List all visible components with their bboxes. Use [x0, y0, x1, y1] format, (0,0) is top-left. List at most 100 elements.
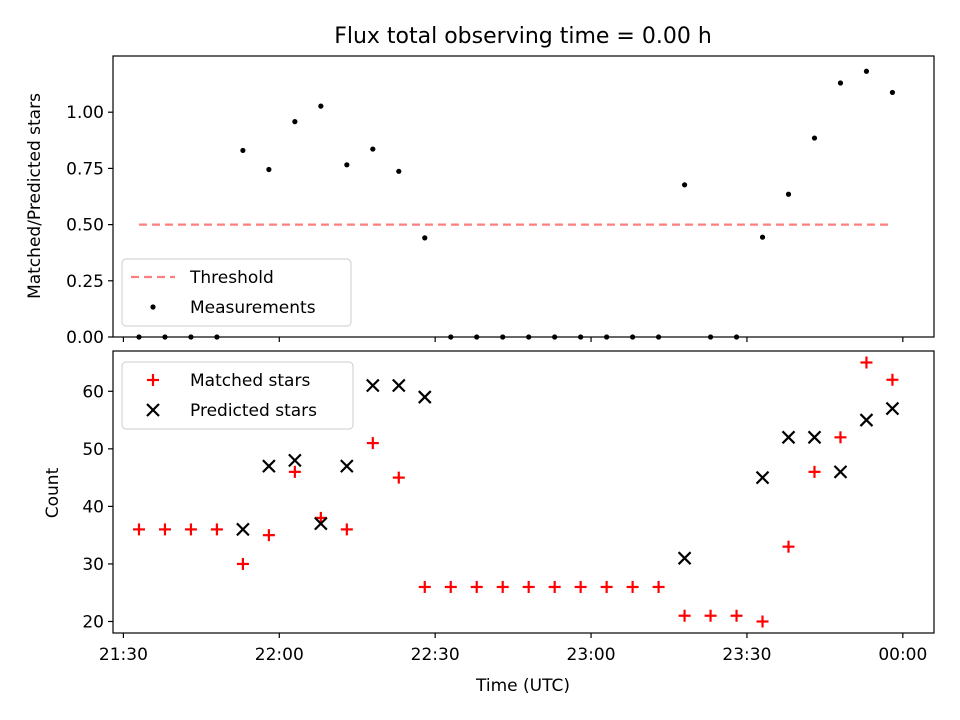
count-y-tick-label: 60 [82, 382, 104, 402]
matched-star-point [886, 373, 899, 386]
matched-star-point [288, 465, 301, 478]
matched-star-point [470, 580, 483, 593]
chart-title: Flux total observing time = 0.00 h [334, 24, 712, 49]
ratio-panel: 0.00 0.25 0.50 0.75 1.00 Matched/Predicted s… [25, 55, 935, 348]
x-axis-label: Time (UTC) [475, 676, 570, 696]
matched-star-point [600, 580, 613, 593]
x-tick-label: 21:30 [99, 645, 148, 665]
matched-star-point [210, 523, 223, 536]
matched-star-point [132, 523, 145, 536]
predicted-star-point [262, 459, 276, 473]
ratio-legend: Threshold Measurements [121, 258, 352, 327]
legend-predicted-label: Predicted stars [190, 401, 317, 421]
ratio-x-ticks [122, 337, 904, 342]
matched-star-point [548, 580, 561, 593]
predicted-star-point [340, 459, 354, 473]
predicted-star-point [677, 551, 692, 565]
count-y-ticks: 20 30 40 50 60 [82, 382, 113, 632]
ratio-axes-frame [112, 55, 935, 338]
matched-star-point [574, 580, 587, 593]
count-legend-box [121, 361, 354, 430]
legend-measurements-swatch [150, 304, 156, 310]
predicted-star-point [781, 430, 796, 445]
matched-star-point [756, 615, 769, 628]
count-y-tick-label: 30 [82, 555, 104, 575]
measurement-point [318, 103, 324, 109]
predicted-star-point [859, 413, 874, 427]
matched-star-point [496, 580, 509, 593]
matched-star-point [678, 609, 691, 622]
measurement-point [396, 168, 402, 174]
matched-star-point [860, 356, 873, 369]
measurement-point [681, 182, 688, 188]
matched-star-point [704, 609, 717, 622]
matched-star-point [392, 471, 405, 484]
measurement-point [837, 80, 844, 86]
count-axes-frame [112, 350, 935, 634]
matched-star-point [626, 580, 639, 593]
measurement-point [863, 68, 870, 74]
legend-predicted-swatch [146, 403, 160, 417]
ratio-y-tick-label: 0.50 [66, 216, 104, 236]
measurement-point [344, 162, 350, 168]
matched-star-point [340, 523, 353, 536]
matched-star-point [808, 465, 821, 478]
predicted-star-point [236, 522, 250, 537]
ratio-y-tick-label: 0.25 [66, 272, 104, 292]
measurements-points [136, 68, 896, 340]
x-tick-label: 00:00 [878, 645, 927, 665]
count-legend: Matched stars Predicted stars [121, 361, 354, 430]
count-y-tick-label: 50 [82, 440, 104, 460]
count-y-tick-label: 20 [82, 612, 104, 632]
predicted-star-point [392, 378, 406, 393]
predicted-star-point [314, 516, 328, 531]
matched-star-point [366, 437, 379, 450]
matched-star-point [444, 580, 457, 593]
predicted-star-point [288, 453, 302, 468]
matched-star-point [184, 523, 197, 536]
legend-threshold-label: Threshold [189, 268, 274, 288]
predicted-star-point [417, 390, 432, 404]
matched-star-point [782, 540, 795, 553]
measurement-point [292, 119, 298, 125]
ratio-legend-box [121, 258, 352, 327]
measurement-point [889, 89, 896, 96]
x-tick-label: 22:00 [255, 645, 304, 665]
count-panel: 20 30 40 50 60 21:30 22:00 22:30 23:00 23:30 00:0… [43, 350, 935, 696]
x-tick-label: 23:00 [567, 645, 616, 665]
measurement-point [785, 191, 792, 197]
predicted-star-point [833, 465, 848, 479]
measurement-point [370, 146, 376, 152]
matched-star-point [730, 609, 743, 622]
matched-star-point [418, 580, 431, 593]
predicted-star-point [885, 401, 900, 416]
matched-star-point [522, 580, 535, 593]
ratio-y-label: Matched/Predicted stars [25, 93, 45, 299]
measurement-point [811, 135, 818, 141]
matched-star-point [314, 511, 327, 524]
x-tick-label: 22:30 [411, 645, 460, 665]
count-y-label: Count [43, 467, 63, 518]
legend-matched-label: Matched stars [190, 371, 310, 391]
predicted-star-point [755, 470, 770, 485]
matched-star-point [236, 557, 249, 570]
count-y-tick-label: 40 [82, 497, 104, 517]
measurement-point [759, 234, 766, 240]
measurement-point [266, 166, 272, 173]
legend-matched-swatch [147, 374, 159, 386]
count-x-ticks: 21:30 22:00 22:30 23:00 23:30 00:00 [99, 633, 927, 665]
matched-star-point [834, 431, 847, 444]
predicted-star-point [366, 378, 380, 393]
predicted-star-point [807, 430, 822, 445]
matched-star-point [652, 580, 665, 593]
ratio-y-tick-label: 1.00 [66, 103, 104, 123]
x-tick-label: 23:30 [722, 645, 771, 665]
matched-stars-points [132, 356, 899, 628]
measurement-point [240, 147, 246, 154]
ratio-y-ticks: 0.00 0.25 0.50 0.75 1.00 [66, 103, 113, 348]
matched-star-point [158, 523, 171, 536]
legend-measurements-label: Measurements [190, 298, 316, 318]
matched-star-point [262, 529, 275, 542]
ratio-y-tick-label: 0.00 [66, 328, 104, 348]
